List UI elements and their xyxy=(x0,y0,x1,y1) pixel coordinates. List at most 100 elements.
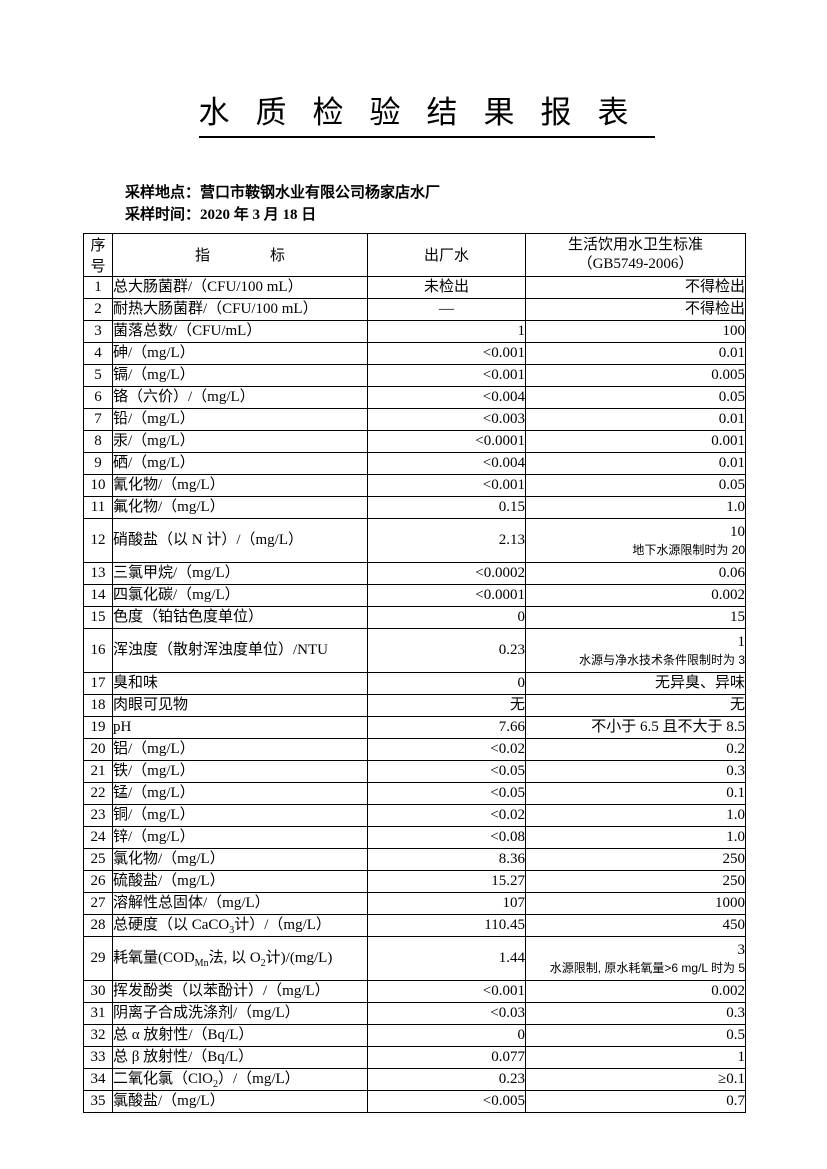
row-standard-limit: 0.05 xyxy=(525,473,746,497)
row-no: 19 xyxy=(83,715,113,739)
table-row: 21 铁/（mg/L） <0.05 0.3 xyxy=(83,759,746,783)
sampling-time: 采样时间：2020 年 3 月 18 日 xyxy=(125,206,317,223)
row-standard-limit: 0.01 xyxy=(525,341,746,365)
row-standard-limit: 0.01 xyxy=(525,407,746,431)
table-row: 17 臭和味 0 无异臭、异味 xyxy=(83,671,746,695)
row-value-outgoing-water: 1 xyxy=(367,319,526,343)
row-indicator: 铅/（mg/L） xyxy=(112,407,368,431)
row-indicator: 耗氧量(CODMn法, 以 O2计)/(mg/L) xyxy=(112,935,368,981)
row-no: 27 xyxy=(83,891,113,915)
row-standard-limit: ≥0.1 xyxy=(525,1067,746,1091)
row-indicator: 硒/（mg/L） xyxy=(112,451,368,475)
table-row: 33 总 β 放射性/（Bq/L） 0.077 1 xyxy=(83,1045,746,1069)
row-standard-limit: 0.2 xyxy=(525,737,746,761)
row-value-outgoing-water: 0 xyxy=(367,671,526,695)
row-value-outgoing-water: <0.0002 xyxy=(367,561,526,585)
table-row: 10 氰化物/（mg/L） <0.001 0.05 xyxy=(83,473,746,497)
title-block: 水质检验结果报表 xyxy=(0,0,827,138)
table-row: 2 耐热大肠菌群/（CFU/100 mL） — 不得检出 xyxy=(83,297,746,321)
results-table: 序号 指 标 出厂水 生活饮用水卫生标准 （GB5749-2006） 1 总大肠菌… xyxy=(83,232,746,1113)
row-no: 32 xyxy=(83,1023,113,1047)
row-standard-limit: 1.0 xyxy=(525,825,746,849)
table-row: 15 色度（铂钴色度单位） 0 15 xyxy=(83,605,746,629)
row-no: 1 xyxy=(83,275,113,299)
row-indicator: 二氧化氯（ClO2）/（mg/L） xyxy=(112,1067,368,1091)
row-no: 25 xyxy=(83,847,113,871)
row-value-outgoing-water: <0.03 xyxy=(367,1001,526,1025)
table-row: 13 三氯甲烷/（mg/L） <0.0002 0.06 xyxy=(83,561,746,585)
col-header-standard: 生活饮用水卫生标准 （GB5749-2006） xyxy=(525,232,746,277)
row-standard-limit: 不得检出 xyxy=(525,275,746,299)
row-value-outgoing-water: <0.001 xyxy=(367,341,526,365)
row-no: 33 xyxy=(83,1045,113,1069)
row-indicator: 肉眼可见物 xyxy=(112,693,368,717)
row-no: 6 xyxy=(83,385,113,409)
col-header-no: 序号 xyxy=(83,232,113,277)
row-value-outgoing-water: 1.44 xyxy=(367,935,526,981)
row-value-outgoing-water: 7.66 xyxy=(367,715,526,739)
row-standard-limit: 0.05 xyxy=(525,385,746,409)
row-indicator: 总 α 放射性/（Bq/L） xyxy=(112,1023,368,1047)
row-indicator: 氰化物/（mg/L） xyxy=(112,473,368,497)
row-standard-limit: 15 xyxy=(525,605,746,629)
row-value-outgoing-water: <0.004 xyxy=(367,451,526,475)
table-row: 14 四氯化碳/（mg/L） <0.0001 0.002 xyxy=(83,583,746,607)
row-indicator: 溶解性总固体/（mg/L） xyxy=(112,891,368,915)
row-indicator: 总硬度（以 CaCO3计）/（mg/L） xyxy=(112,913,368,937)
row-standard-limit: 0.005 xyxy=(525,363,746,387)
table-row: 6 铬（六价）/（mg/L） <0.004 0.05 xyxy=(83,385,746,409)
row-standard-limit: 无 xyxy=(525,693,746,717)
row-value-outgoing-water: <0.05 xyxy=(367,759,526,783)
standard-header-code: （GB5749-2006） xyxy=(577,255,694,272)
row-value-outgoing-water: 110.45 xyxy=(367,913,526,937)
row-indicator: 铜/（mg/L） xyxy=(112,803,368,827)
row-no: 21 xyxy=(83,759,113,783)
row-no: 28 xyxy=(83,913,113,937)
row-indicator: 菌落总数/（CFU/mL） xyxy=(112,319,368,343)
row-value-outgoing-water: 未检出 xyxy=(367,275,526,299)
row-indicator: 阴离子合成洗涤剂/（mg/L） xyxy=(112,1001,368,1025)
header-row: 序号 指 标 出厂水 生活饮用水卫生标准 （GB5749-2006） xyxy=(83,232,746,277)
row-no: 24 xyxy=(83,825,113,849)
row-no: 22 xyxy=(83,781,113,805)
row-standard-limit: 250 xyxy=(525,869,746,893)
row-indicator: 铝/（mg/L） xyxy=(112,737,368,761)
row-value-outgoing-water: <0.0001 xyxy=(367,583,526,607)
row-indicator: 四氯化碳/（mg/L） xyxy=(112,583,368,607)
table-row: 24 锌/（mg/L） <0.08 1.0 xyxy=(83,825,746,849)
row-standard-limit: 1000 xyxy=(525,891,746,915)
row-standard-limit: 0.1 xyxy=(525,781,746,805)
row-value-outgoing-water: <0.02 xyxy=(367,737,526,761)
row-indicator: 三氯甲烷/（mg/L） xyxy=(112,561,368,585)
row-indicator: 总大肠菌群/（CFU/100 mL） xyxy=(112,275,368,299)
row-indicator: 氯酸盐/（mg/L） xyxy=(112,1089,368,1113)
row-value-outgoing-water: 8.36 xyxy=(367,847,526,871)
row-no: 14 xyxy=(83,583,113,607)
row-no: 10 xyxy=(83,473,113,497)
row-indicator: 浑浊度（散射浑浊度单位）/NTU xyxy=(112,627,368,673)
row-no: 9 xyxy=(83,451,113,475)
table-row: 23 铜/（mg/L） <0.02 1.0 xyxy=(83,803,746,827)
sampling-location: 采样地点：营口市鞍钢水业有限公司杨家店水厂 xyxy=(125,184,441,201)
row-standard-limit: 1.0 xyxy=(525,803,746,827)
row-value-outgoing-water: 0.23 xyxy=(367,627,526,673)
table-row: 7 铅/（mg/L） <0.003 0.01 xyxy=(83,407,746,431)
row-no: 34 xyxy=(83,1067,113,1091)
row-indicator: 镉/（mg/L） xyxy=(112,363,368,387)
row-indicator: 砷/（mg/L） xyxy=(112,341,368,365)
row-no: 26 xyxy=(83,869,113,893)
row-value-outgoing-water: — xyxy=(367,297,526,321)
table-row: 34 二氧化氯（ClO2）/（mg/L） 0.23 ≥0.1 xyxy=(83,1067,746,1091)
row-indicator: 铁/（mg/L） xyxy=(112,759,368,783)
table-row: 22 锰/（mg/L） <0.05 0.1 xyxy=(83,781,746,805)
row-value-outgoing-water: <0.001 xyxy=(367,473,526,497)
table-row: 8 汞/（mg/L） <0.0001 0.001 xyxy=(83,429,746,453)
row-standard-limit: 0.3 xyxy=(525,759,746,783)
row-value-outgoing-water: 0.077 xyxy=(367,1045,526,1069)
row-no: 23 xyxy=(83,803,113,827)
row-value-outgoing-water: <0.08 xyxy=(367,825,526,849)
row-no: 17 xyxy=(83,671,113,695)
row-value-outgoing-water: 2.13 xyxy=(367,517,526,563)
table-row: 5 镉/（mg/L） <0.001 0.005 xyxy=(83,363,746,387)
